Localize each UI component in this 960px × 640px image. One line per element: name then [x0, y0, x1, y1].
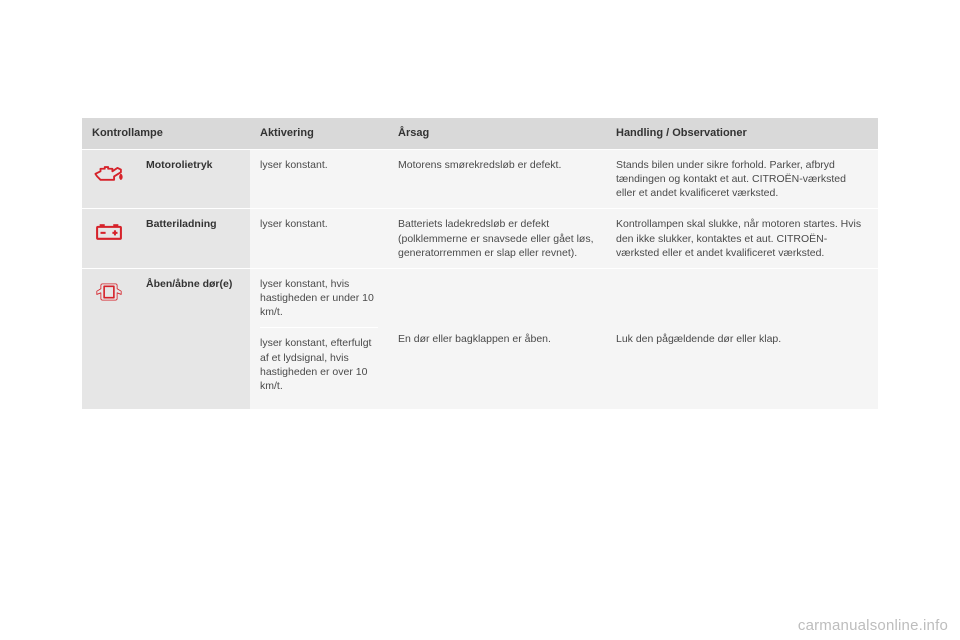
- row-activation: lyser konstant, hvis hastigheden er unde…: [250, 268, 388, 409]
- row-label: Åben/åbne dør(e): [136, 268, 250, 409]
- row-activation: lyser konstant.: [250, 149, 388, 209]
- row-action: Stands bilen under sikre forhold. Parker…: [606, 149, 878, 209]
- row-cause: Batteriets ladekredsløb er defekt (polkl…: [388, 209, 606, 269]
- oil-can-icon: [92, 160, 126, 186]
- table-row: Batteriladning lyser konstant. Batteriet…: [82, 209, 878, 269]
- warning-lamp-table: Kontrollampe Aktivering Årsag Handling /…: [82, 118, 878, 410]
- row-cause: Motorens smørekredsløb er defekt.: [388, 149, 606, 209]
- row-label: Motorolietryk: [136, 149, 250, 209]
- row-cause: En dør eller bagklappen er åben.: [388, 268, 606, 409]
- door-open-icon: [92, 279, 126, 305]
- activation-sub: lyser konstant, hvis hastigheden er unde…: [260, 277, 378, 328]
- col-header-activation: Aktivering: [250, 118, 388, 149]
- col-header-action: Handling / Observationer: [606, 118, 878, 149]
- row-action: Kontrollampen skal slukke, når motoren s…: [606, 209, 878, 269]
- table-row: Åben/åbne dør(e) lyser konstant, hvis ha…: [82, 268, 878, 409]
- icon-cell: [82, 268, 136, 409]
- footer-watermark: carmanualsonline.info: [798, 617, 948, 634]
- battery-icon: [92, 219, 126, 245]
- row-activation: lyser konstant.: [250, 209, 388, 269]
- icon-cell: [82, 209, 136, 269]
- row-action: Luk den pågældende dør eller klap.: [606, 268, 878, 409]
- row-label: Batteriladning: [136, 209, 250, 269]
- col-header-cause: Årsag: [388, 118, 606, 149]
- icon-cell: [82, 149, 136, 209]
- activation-sub: lyser konstant, efterfulgt af et lydsign…: [260, 327, 378, 401]
- table-row: Motorolietryk lyser konstant. Motorens s…: [82, 149, 878, 209]
- col-header-lamp: Kontrollampe: [82, 118, 250, 149]
